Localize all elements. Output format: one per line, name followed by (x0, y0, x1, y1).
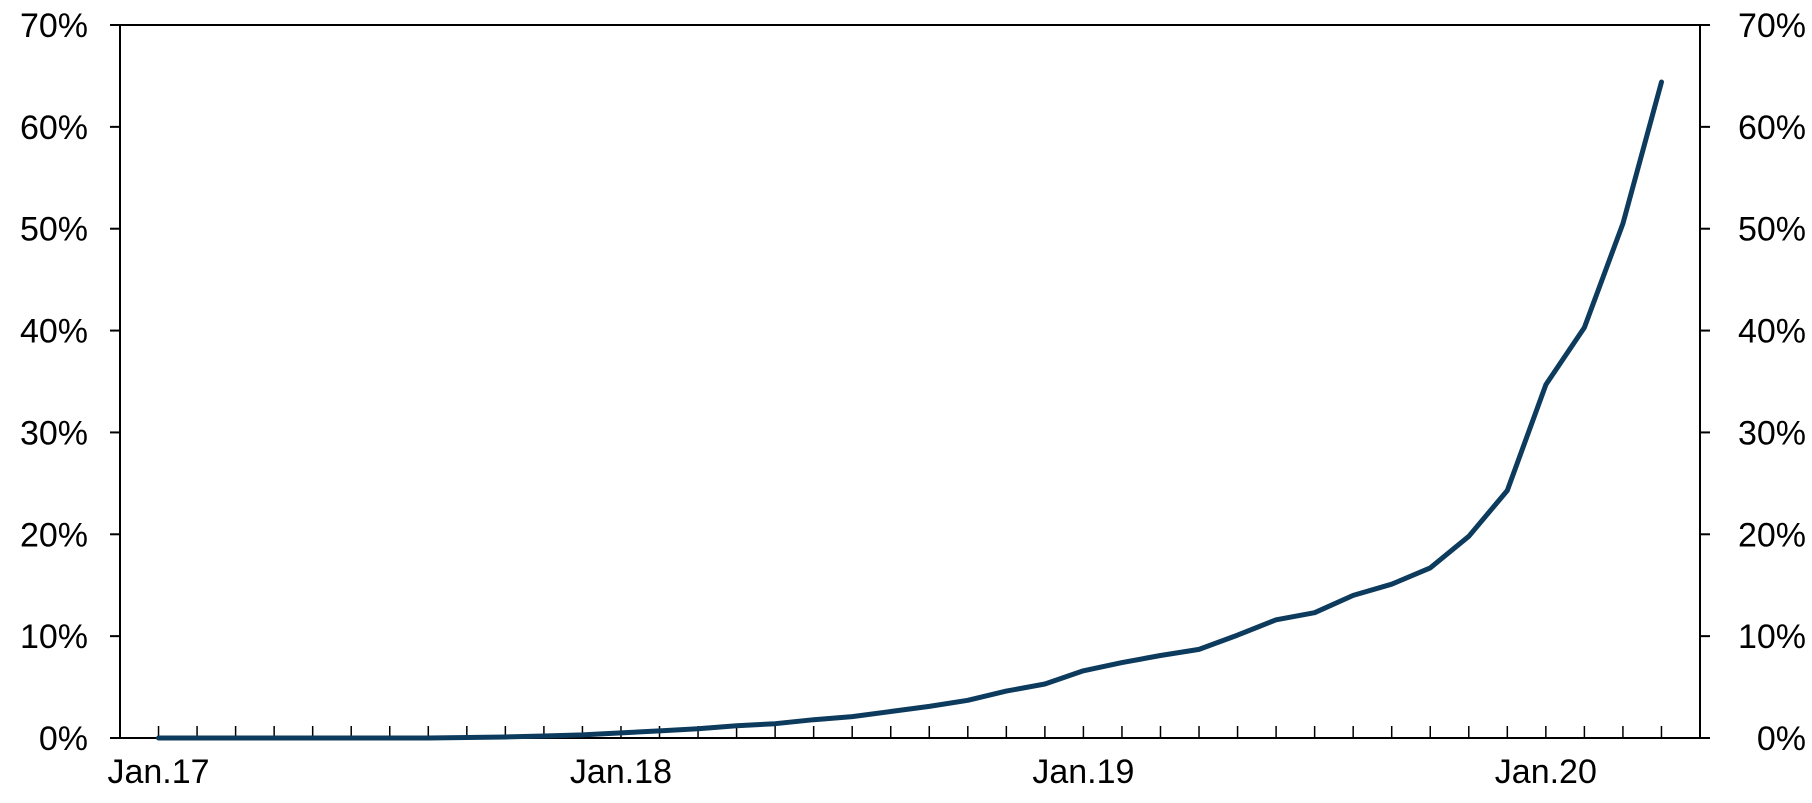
x-tick-label: Jan.17 (107, 753, 209, 791)
data-point (1583, 326, 1586, 329)
y-tick-label-right: 0% (1757, 720, 1806, 758)
data-point (273, 737, 275, 739)
data-point (928, 705, 931, 708)
data-point (1390, 583, 1393, 585)
y-tick-label-left: 30% (20, 414, 88, 452)
x-tick-label: Jan.20 (1495, 753, 1597, 791)
data-point (388, 737, 391, 739)
y-tick-label-left: 10% (20, 618, 88, 656)
data-point (427, 737, 430, 739)
data-point (234, 737, 237, 739)
data-point (1429, 567, 1432, 569)
y-tick-label-left: 50% (20, 211, 88, 249)
data-point (1275, 619, 1277, 621)
data-point (1313, 611, 1316, 614)
data-point (1622, 222, 1624, 225)
y-tick-label-right: 20% (1738, 516, 1806, 554)
data-point (851, 715, 853, 718)
data-point (1352, 594, 1354, 597)
data-point (697, 728, 699, 730)
data-point (967, 699, 969, 702)
data-point (658, 730, 661, 732)
y-tick-label-left: 0% (39, 720, 88, 758)
x-tick-label: Jan.19 (1032, 753, 1134, 791)
data-point (1660, 81, 1663, 83)
x-axis-ticks: Jan.17 Jan.18 Jan.19 Jan.20 (107, 753, 1596, 791)
data-point (889, 710, 892, 713)
data-point (1159, 654, 1162, 657)
series-group (156, 79, 1664, 741)
data-point (350, 737, 353, 739)
y-tick-label-left: 70% (20, 7, 88, 45)
y-tick-label-right: 40% (1738, 313, 1806, 351)
data-point (157, 737, 160, 739)
y-tick-label-left: 40% (20, 313, 88, 351)
x-tick-label: Jan.18 (570, 753, 672, 791)
data-point (311, 737, 314, 739)
series-line (156, 79, 1664, 741)
plot-area-frame (119, 24, 1701, 739)
data-point (504, 736, 507, 738)
data-point (543, 735, 545, 737)
data-point (1236, 634, 1239, 636)
data-point (735, 724, 738, 727)
y-tick-label-right: 70% (1738, 7, 1806, 45)
data-point (1198, 648, 1200, 651)
y-tick-label-right: 60% (1738, 109, 1806, 147)
data-point (1121, 661, 1123, 664)
data-point (1467, 535, 1470, 538)
data-point (1082, 669, 1085, 672)
data-point (196, 737, 198, 739)
y-tick-label-right: 30% (1738, 414, 1806, 452)
y-tick-label-right: 50% (1738, 211, 1806, 249)
data-point (1005, 690, 1008, 692)
data-point (466, 736, 468, 739)
data-point (812, 718, 815, 721)
y-tick-label-left: 20% (20, 516, 88, 554)
data-point (774, 722, 776, 725)
y-tick-label-right: 10% (1738, 618, 1806, 656)
y-tick-label-left: 60% (20, 109, 88, 147)
data-point (1506, 489, 1509, 492)
y-axis-ticks: 0% 0% 10% 10% 20% 20% 30% 30% 40% 40% 50% 50% 60% 60%… (20, 7, 1806, 758)
data-point (620, 732, 622, 734)
data-point (1044, 683, 1046, 685)
data-point (581, 734, 584, 736)
data-point (1545, 383, 1547, 386)
